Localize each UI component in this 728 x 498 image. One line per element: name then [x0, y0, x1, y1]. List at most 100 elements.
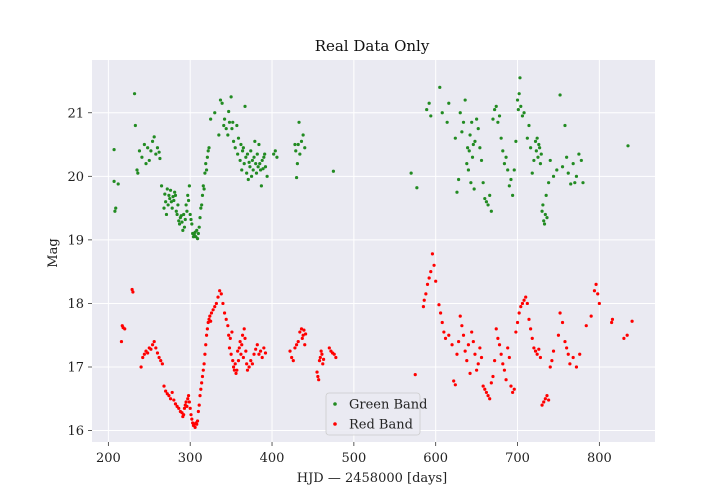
data-point — [545, 216, 549, 220]
data-point — [461, 333, 466, 337]
data-point — [506, 346, 510, 350]
data-point — [171, 195, 175, 199]
y-tick-label: 21 — [67, 106, 84, 121]
data-point — [321, 357, 326, 361]
data-point — [168, 188, 173, 192]
data-point — [265, 174, 269, 178]
data-point — [249, 359, 253, 363]
data-point — [185, 209, 189, 213]
data-point — [496, 336, 500, 340]
data-point — [236, 349, 240, 353]
y-tick-label: 18 — [67, 297, 84, 312]
data-point — [565, 155, 569, 159]
data-point — [198, 216, 202, 220]
data-point — [525, 136, 529, 140]
data-point — [574, 365, 579, 369]
data-point — [465, 359, 469, 363]
data-point — [514, 139, 518, 143]
data-point — [245, 171, 249, 175]
data-point — [239, 142, 243, 147]
data-point — [507, 355, 511, 360]
data-point — [475, 368, 479, 372]
data-point — [622, 336, 626, 340]
plot-area — [92, 60, 655, 442]
data-point — [547, 398, 551, 402]
data-point — [421, 305, 426, 309]
data-point — [260, 355, 264, 360]
data-point — [571, 162, 575, 166]
data-point — [195, 237, 200, 241]
data-point — [483, 196, 487, 201]
data-point — [173, 402, 178, 406]
data-point — [409, 171, 413, 175]
data-point — [146, 351, 150, 355]
data-point — [256, 165, 260, 169]
data-point — [296, 142, 300, 147]
data-point — [222, 123, 226, 128]
data-point — [466, 168, 471, 172]
data-point — [198, 394, 202, 398]
data-point — [222, 117, 227, 121]
data-point — [238, 158, 242, 163]
data-point — [425, 107, 429, 112]
data-point — [166, 203, 170, 207]
data-point — [136, 171, 140, 175]
data-point — [455, 352, 459, 356]
data-point — [230, 330, 234, 334]
data-point — [222, 311, 227, 315]
data-point — [422, 298, 426, 302]
data-point — [290, 355, 294, 360]
data-point — [473, 352, 477, 356]
data-point — [469, 181, 473, 185]
data-point — [445, 120, 449, 124]
data-point — [206, 149, 210, 153]
data-point — [187, 400, 191, 404]
data-point — [625, 333, 629, 337]
data-point — [190, 417, 194, 421]
data-point — [167, 394, 171, 398]
data-point — [272, 152, 276, 156]
data-point — [158, 156, 162, 161]
data-point — [245, 152, 250, 156]
data-point — [331, 169, 336, 173]
data-point — [170, 390, 174, 395]
data-point — [574, 174, 579, 178]
data-point — [209, 117, 213, 121]
data-point — [463, 349, 467, 353]
data-point — [189, 413, 193, 417]
data-point — [520, 301, 525, 306]
legend-marker — [333, 422, 337, 426]
data-point — [139, 365, 143, 369]
data-point — [168, 397, 173, 401]
data-point — [545, 394, 549, 398]
data-point — [300, 336, 304, 340]
data-point — [471, 142, 475, 147]
data-point — [263, 152, 267, 156]
data-point — [245, 368, 250, 372]
x-axis-ticks: 200 300 400 500 600 700 800 — [96, 442, 612, 466]
data-point — [327, 346, 331, 350]
x-tick-label: 300 — [178, 451, 203, 466]
data-point — [511, 390, 515, 395]
data-point — [184, 203, 188, 207]
data-point — [493, 107, 497, 112]
data-point — [544, 193, 548, 197]
data-point — [224, 127, 228, 131]
data-point — [131, 290, 135, 294]
data-point — [519, 104, 523, 108]
data-point — [494, 104, 498, 108]
data-point — [238, 339, 242, 344]
legend-marker — [333, 402, 337, 406]
data-point — [434, 279, 438, 283]
data-point — [551, 174, 556, 178]
data-point — [251, 168, 255, 172]
data-point — [551, 349, 556, 353]
data-point — [565, 346, 569, 350]
data-point — [240, 168, 244, 172]
data-point — [453, 136, 457, 140]
data-point — [214, 301, 218, 306]
data-point — [566, 171, 570, 175]
data-point — [447, 333, 451, 337]
data-point — [424, 292, 428, 296]
